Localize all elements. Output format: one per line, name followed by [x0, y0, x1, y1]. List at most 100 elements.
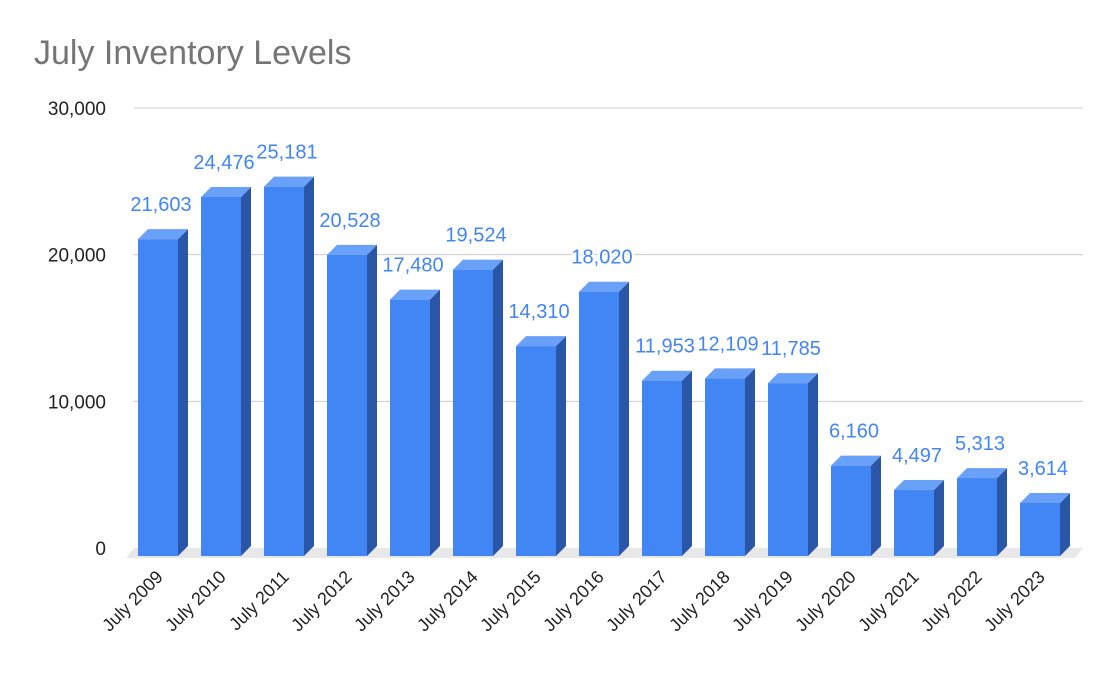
bar-side-face	[934, 480, 944, 556]
bar-front-face	[642, 380, 682, 556]
bar-top-face	[327, 244, 377, 255]
bar-side-face	[367, 244, 377, 556]
x-tick-label: July 2015	[476, 567, 545, 636]
bar-side-face	[556, 336, 566, 556]
bar-front-face	[453, 269, 493, 556]
data-label: 21,603	[130, 194, 191, 216]
data-label: 14,310	[508, 301, 569, 323]
bar-front-face	[138, 239, 178, 556]
x-tick-label: July 2010	[161, 567, 230, 636]
x-tick-label: July 2019	[728, 567, 797, 636]
data-label: 11,785	[761, 338, 821, 360]
data-label: 25,181	[256, 142, 317, 164]
bar	[264, 176, 314, 557]
bar-top-face	[138, 229, 188, 240]
bar-top-face	[264, 176, 314, 187]
bar-side-face	[619, 281, 629, 556]
data-label: 11,953	[635, 336, 695, 358]
data-label: 17,480	[382, 255, 443, 277]
bar-side-face	[178, 229, 188, 556]
bar-top-face	[831, 455, 881, 466]
bar	[894, 480, 944, 556]
bar-front-face	[768, 383, 808, 556]
x-tick-label: July 2022	[917, 567, 986, 636]
data-label: 3,614	[1018, 458, 1068, 480]
bar-side-face	[682, 370, 692, 556]
x-tick-label: July 2017	[602, 567, 671, 636]
bar-side-face	[493, 259, 503, 556]
bar-top-face	[894, 480, 944, 491]
bar-top-face	[768, 373, 818, 384]
bar-front-face	[201, 197, 241, 556]
bar-side-face	[1060, 492, 1070, 556]
bar-top-face	[642, 370, 692, 381]
bars	[138, 176, 1070, 557]
bar-side-face	[304, 176, 314, 557]
bar	[768, 373, 818, 556]
bar-front-face	[264, 186, 304, 557]
bar	[642, 370, 692, 556]
bar	[1020, 492, 1070, 556]
data-label: 5,313	[955, 433, 1005, 455]
bar-front-face	[390, 299, 430, 556]
data-label: 18,020	[571, 247, 632, 269]
x-tick-label: July 2013	[350, 567, 419, 636]
data-label: 6,160	[829, 421, 879, 443]
bar-top-face	[957, 468, 1007, 479]
data-label: 19,524	[445, 225, 506, 247]
bar-front-face	[894, 490, 934, 556]
x-tick-label: July 2012	[287, 567, 356, 636]
y-tick-label: 10,000	[48, 392, 106, 413]
bar-front-face	[705, 378, 745, 556]
x-tick-label: July 2014	[413, 567, 482, 636]
x-tick-label: July 2020	[791, 567, 860, 636]
bar	[327, 244, 377, 556]
y-tick-label: 20,000	[48, 246, 106, 267]
x-tick-label: July 2016	[539, 567, 608, 636]
bar-front-face	[579, 291, 619, 556]
bar-front-face	[327, 254, 367, 556]
bar	[201, 187, 251, 556]
data-label: 12,109	[697, 333, 758, 355]
bar-side-face	[997, 468, 1007, 556]
bar	[453, 259, 503, 556]
bar	[579, 281, 629, 556]
bar-front-face	[516, 346, 556, 556]
x-tick-label: July 2018	[665, 567, 734, 636]
data-label: 24,476	[193, 152, 254, 174]
bar-front-face	[957, 478, 997, 556]
chart-title: July Inventory Levels	[34, 34, 352, 72]
bar-side-face	[430, 289, 440, 556]
y-tick-label: 30,000	[48, 99, 106, 120]
bar-top-face	[705, 368, 755, 379]
x-tick-label: July 2023	[980, 567, 1049, 636]
bar	[705, 368, 755, 556]
bar	[138, 229, 188, 556]
x-tick-label: July 2011	[225, 567, 293, 635]
bar-top-face	[516, 336, 566, 347]
bar-front-face	[831, 465, 871, 556]
x-tick-label: July 2021	[854, 567, 923, 636]
data-label: 4,497	[892, 445, 942, 467]
x-tick-label: July 2009	[98, 567, 167, 636]
bar-top-face	[579, 281, 629, 292]
bar-top-face	[390, 289, 440, 300]
bar-top-face	[1020, 492, 1070, 503]
bar-front-face	[1020, 502, 1060, 556]
bar-side-face	[871, 455, 881, 556]
bar	[390, 289, 440, 556]
bar	[957, 468, 1007, 556]
bar	[831, 455, 881, 556]
bar	[516, 336, 566, 556]
data-label: 20,528	[319, 210, 380, 232]
bar-side-face	[808, 373, 818, 556]
y-axis: 0 10,000 20,000 30,000	[48, 99, 106, 560]
bar-top-face	[201, 187, 251, 198]
bar-side-face	[745, 368, 755, 556]
y-tick-label: 0	[95, 539, 106, 560]
bar-top-face	[453, 259, 503, 270]
bar-side-face	[241, 187, 251, 556]
